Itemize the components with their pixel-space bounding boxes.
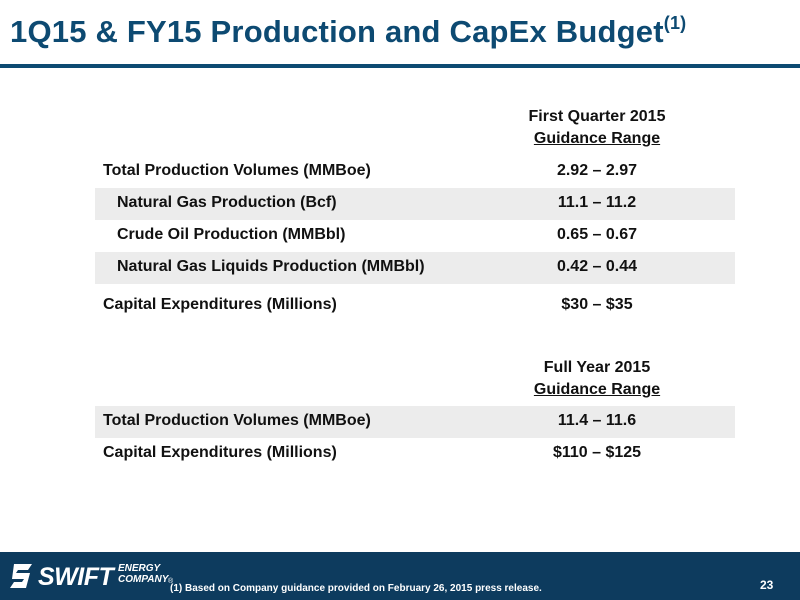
registered-mark: ® [168,578,174,585]
logo-line1: ENERGY [118,563,161,574]
quarter-header-line1: First Quarter 2015 [528,108,666,125]
row-label: Capital Expenditures (Millions) [103,444,337,461]
year-header-line1: Full Year 2015 [543,359,651,376]
row-value: 11.1 – 11.2 [557,194,637,211]
footer-bar: SWIFT ENERGY COMPANY ® (1) Based on Comp… [0,552,800,600]
logo-word: SWIFT [38,563,114,591]
row-value: 11.4 – 11.6 [557,412,637,429]
table-row: Capital Expenditures (Millions) $30 – $3… [95,290,735,322]
table-row: Total Production Volumes (MMBoe) 2.92 – … [95,156,735,188]
year-header-line2: Guidance Range [533,381,661,398]
row-value: $30 – $35 [561,296,633,313]
table-row: Capital Expenditures (Millions) $110 – $… [95,438,735,470]
quarter-header-line2: Guidance Range [533,130,661,147]
table-row: Crude Oil Production (MMBbl) 0.65 – 0.67 [95,220,735,252]
slide-title: 1Q15 & FY15 Production and CapEx Budget(… [10,12,687,50]
row-label: Capital Expenditures (Millions) [103,296,337,313]
year-header: Full Year 2015 Guidance Range [482,357,712,401]
row-label: Natural Gas Liquids Production (MMBbl) [117,258,425,275]
row-value: 2.92 – 2.97 [556,162,638,179]
row-value: $110 – $125 [552,444,642,461]
quarter-header: First Quarter 2015 Guidance Range [482,106,712,150]
row-label: Total Production Volumes (MMBoe) [103,162,371,179]
row-label: Crude Oil Production (MMBbl) [117,226,346,243]
footnote: (1) Based on Company guidance provided o… [170,583,542,594]
table-row: Total Production Volumes (MMBoe) 11.4 – … [95,406,735,438]
swift-logo-icon [10,564,32,588]
logo-subtext: ENERGY COMPANY [118,563,168,585]
title-bar: 1Q15 & FY15 Production and CapEx Budget(… [0,0,800,68]
row-label: Natural Gas Production (Bcf) [117,194,337,211]
table-row: Natural Gas Liquids Production (MMBbl) 0… [95,252,735,284]
logo-line2: COMPANY [118,574,169,585]
row-value: 0.42 – 0.44 [556,258,638,275]
table-row: Natural Gas Production (Bcf) 11.1 – 11.2 [95,188,735,220]
slide-title-text: 1Q15 & FY15 Production and CapEx Budget [10,14,664,49]
row-value: 0.65 – 0.67 [556,226,638,243]
title-footnote-marker: (1) [663,12,687,33]
row-label: Total Production Volumes (MMBoe) [103,412,371,429]
title-divider [0,64,800,68]
page-number: 23 [760,578,774,592]
company-logo: SWIFT ENERGY COMPANY ® [10,558,174,594]
